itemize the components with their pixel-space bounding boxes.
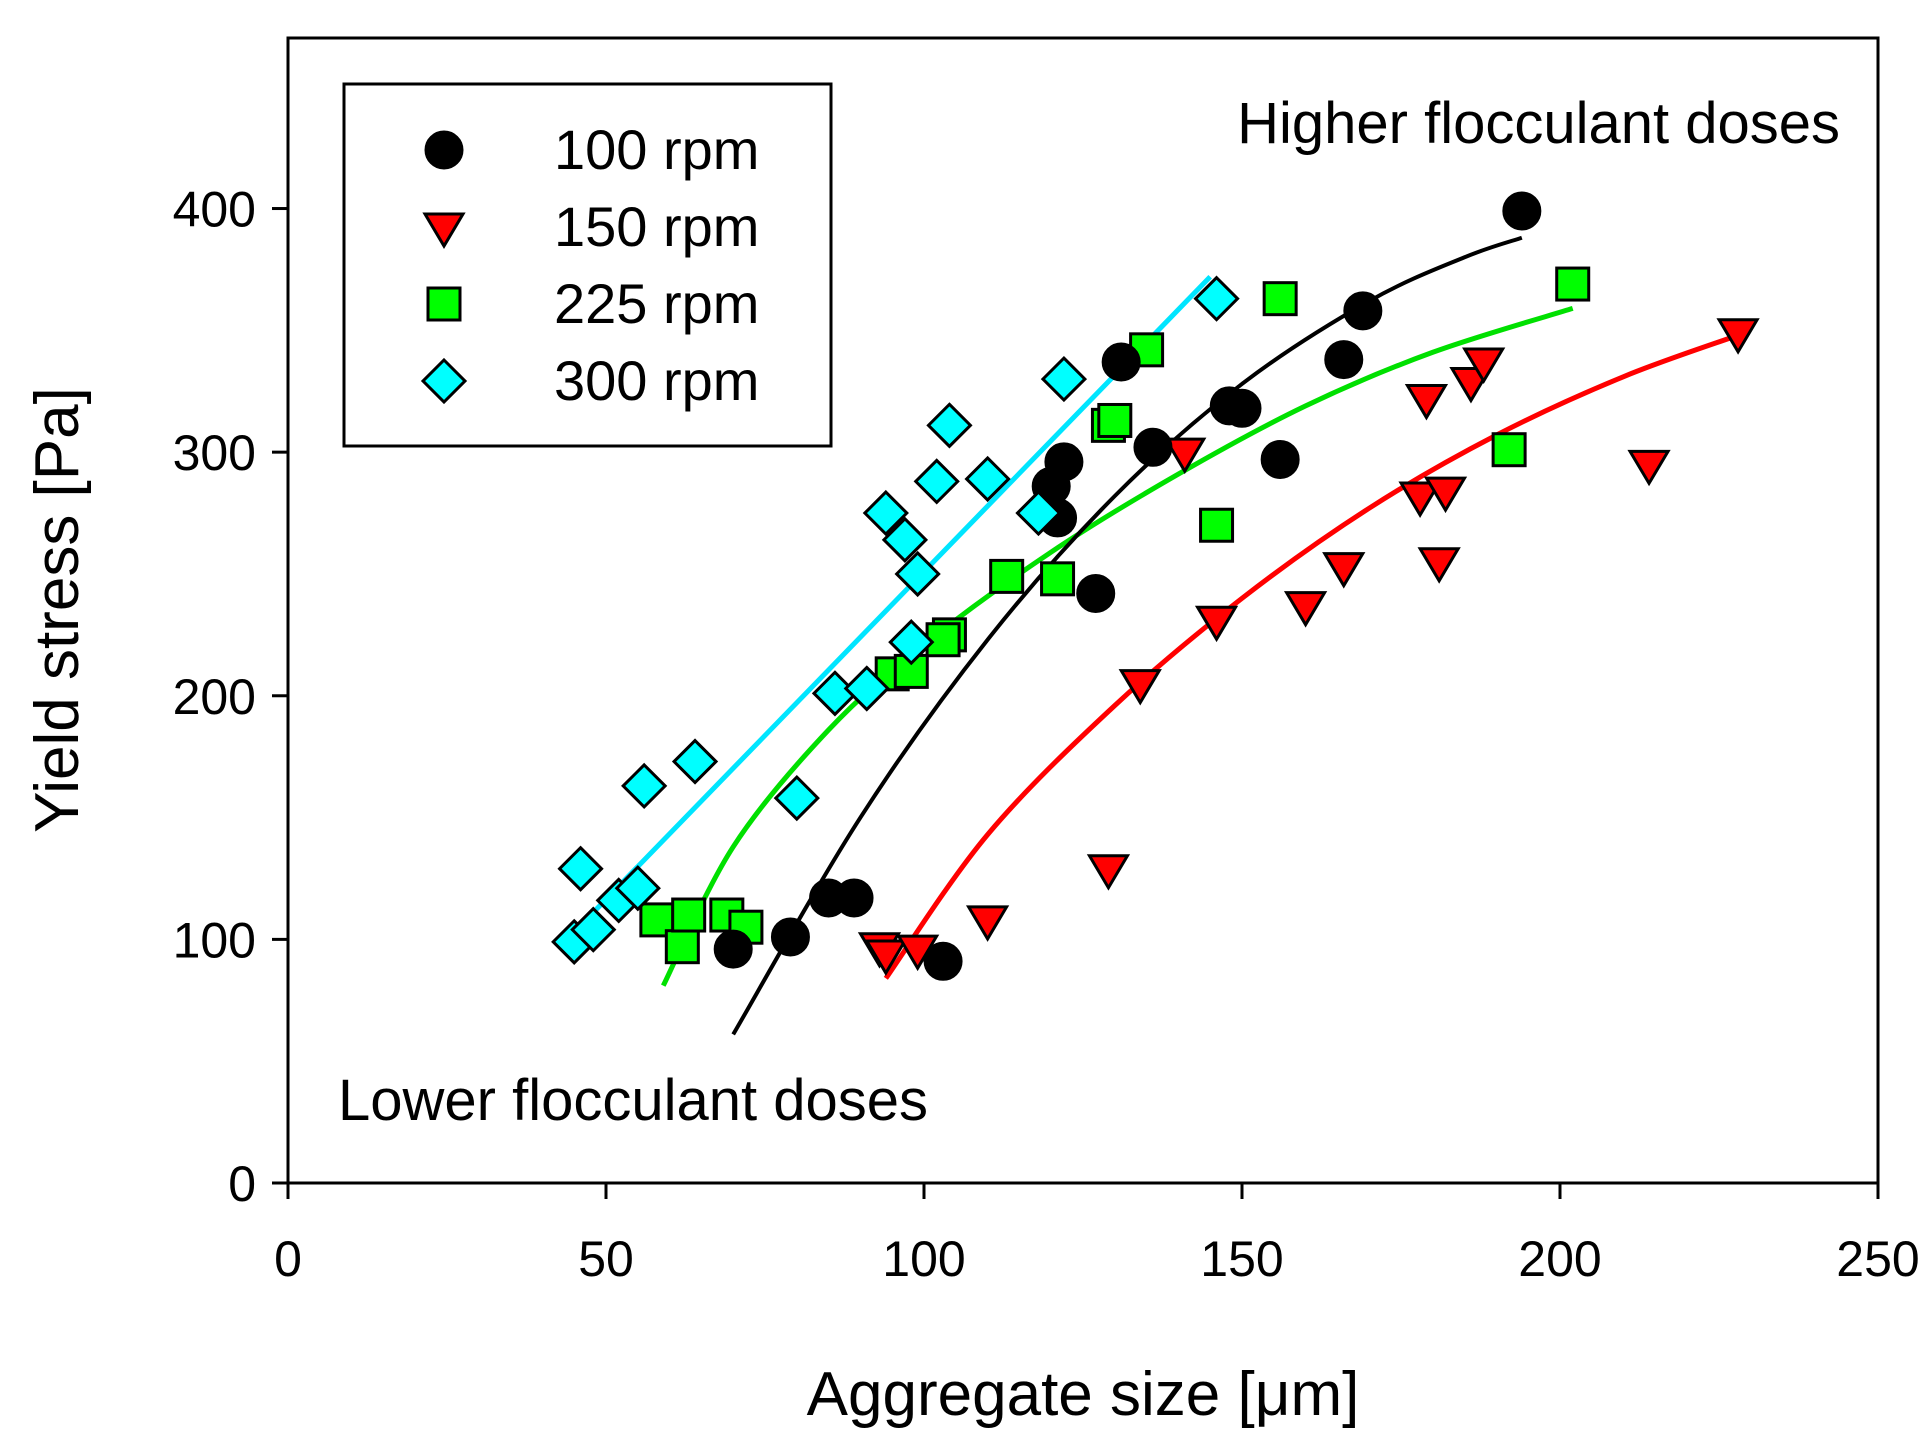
point-225-rpm-13 — [1097, 402, 1133, 438]
point-300-rpm-14 — [894, 550, 941, 598]
point-100-rpm-11 — [1133, 427, 1173, 467]
point-150-rpm-8 — [1194, 605, 1239, 643]
point-225-rpm-9 — [925, 622, 961, 658]
point-225-rpm-11 — [1040, 561, 1076, 597]
point-100-rpm-1 — [713, 929, 753, 969]
fit-curves — [572, 235, 1739, 1036]
legend-marker-100-rpm — [424, 130, 464, 170]
point-150-rpm-13 — [1423, 476, 1468, 514]
point-100-rpm-14 — [1260, 439, 1300, 479]
point-225-rpm-18 — [1555, 266, 1591, 302]
y-tick-label-200: 200 — [173, 669, 256, 725]
fit-curve-150-rpm — [883, 332, 1739, 980]
point-225-rpm-3 — [671, 897, 707, 933]
x-tick-label-150: 150 — [1200, 1231, 1283, 1287]
point-225-rpm-17 — [1491, 432, 1527, 468]
legend-label-225-rpm: 225 rpm — [554, 272, 759, 335]
point-100-rpm-10 — [1101, 342, 1141, 382]
point-300-rpm-3 — [570, 906, 617, 953]
point-300-rpm-8 — [773, 774, 820, 822]
point-150-rpm-18 — [1716, 318, 1760, 355]
legend-label-150-rpm: 150 rpm — [554, 195, 759, 258]
point-150-rpm-2 — [864, 939, 908, 976]
point-225-rpm-1 — [639, 902, 675, 938]
legend-marker-225-rpm — [426, 286, 462, 322]
point-300-rpm-11 — [862, 489, 909, 537]
point-100-rpm-2 — [770, 917, 810, 957]
legend-marker-300-rpm — [420, 357, 468, 405]
point-100-rpm-9 — [1076, 573, 1116, 613]
point-225-rpm-2 — [664, 929, 700, 965]
point-300-rpm-2 — [557, 845, 604, 892]
point-300-rpm-17 — [964, 455, 1011, 503]
legend: 100 rpm 150 rpm 225 rpm 300 rpm — [342, 82, 833, 448]
y-tick-label-400: 400 — [173, 182, 256, 238]
point-300-rpm-7 — [671, 738, 719, 785]
fit-curve-300-rpm — [572, 275, 1212, 934]
point-150-rpm-4 — [965, 905, 1010, 942]
point-300-rpm-10 — [843, 665, 890, 712]
point-100-rpm-5 — [923, 941, 963, 981]
x-tick-label-100: 100 — [882, 1231, 965, 1287]
point-300-rpm-5 — [614, 865, 661, 912]
legend-label-300-rpm: 300 rpm — [554, 349, 759, 412]
point-150-rpm-9 — [1283, 591, 1328, 628]
point-300-rpm-15 — [913, 458, 960, 505]
y-axis-label: Yield stress [Pa] — [23, 387, 92, 833]
legend-box — [342, 82, 833, 448]
legend-label-100-rpm: 100 rpm — [554, 118, 759, 181]
axis-ticks: 0 50 100 150 200 250 0 100 200 300 400 — [173, 182, 1920, 1287]
point-100-rpm-16 — [1343, 291, 1383, 331]
fit-curve-100-rpm — [731, 235, 1523, 1036]
point-300-rpm-20 — [1193, 275, 1240, 322]
point-100-rpm-4 — [834, 878, 874, 918]
x-tick-label-250: 250 — [1836, 1231, 1919, 1287]
legend-marker-150-rpm — [422, 212, 466, 249]
x-axis-label: Aggregate size [μm] — [807, 1360, 1360, 1429]
y-tick-label-100: 100 — [173, 912, 256, 968]
point-225-rpm-15 — [1199, 507, 1235, 543]
point-150-rpm-7 — [1163, 437, 1207, 475]
point-225-rpm-16 — [1262, 281, 1298, 317]
point-300-rpm-16 — [926, 402, 973, 449]
x-tick-label-0: 0 — [274, 1231, 302, 1287]
point-150-rpm-10 — [1322, 552, 1366, 589]
data-points — [551, 191, 1760, 981]
point-150-rpm-6 — [1118, 669, 1162, 706]
point-300-rpm-18 — [1015, 489, 1062, 537]
point-100-rpm-8 — [1044, 442, 1084, 482]
point-300-rpm-6 — [621, 762, 668, 810]
x-tick-label-200: 200 — [1518, 1231, 1601, 1287]
point-300-rpm-19 — [1040, 355, 1088, 403]
point-150-rpm-12 — [1398, 481, 1442, 518]
y-tick-label-300: 300 — [173, 425, 256, 481]
point-225-rpm-10 — [989, 558, 1025, 594]
point-150-rpm-17 — [1627, 449, 1671, 487]
point-150-rpm-11 — [1404, 384, 1449, 421]
point-150-rpm-16 — [1462, 347, 1506, 384]
point-300-rpm-13 — [888, 619, 935, 666]
point-100-rpm-15 — [1324, 340, 1364, 380]
point-300-rpm-12 — [881, 516, 929, 563]
y-tick-label-0: 0 — [228, 1156, 256, 1212]
annotation-lower-doses: Lower flocculant doses — [338, 1068, 928, 1133]
fit-curve-225-rpm — [661, 306, 1574, 987]
point-150-rpm-5 — [1086, 854, 1131, 891]
point-100-rpm-17 — [1502, 191, 1542, 231]
point-100-rpm-13 — [1222, 388, 1262, 428]
x-tick-label-50: 50 — [578, 1231, 634, 1287]
annotation-higher-doses: Higher flocculant doses — [1237, 91, 1840, 156]
point-150-rpm-14 — [1417, 547, 1461, 584]
